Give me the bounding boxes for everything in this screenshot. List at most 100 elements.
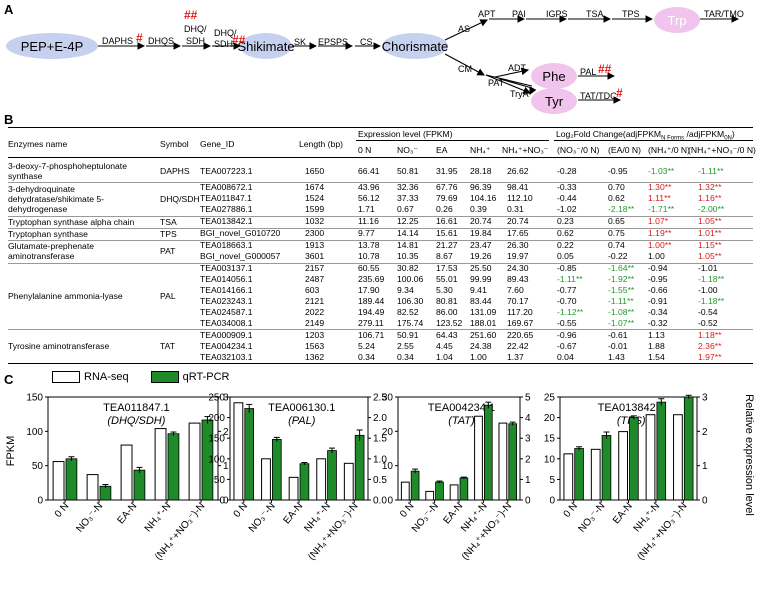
fold-change-value: -1.00 — [698, 285, 718, 296]
expression-value: 32.36 — [397, 182, 419, 193]
hdr-fold-b: /adjFPKM — [684, 129, 725, 139]
fold-change-value: -0.61 — [608, 329, 628, 340]
fold-change-value: -1.08** — [608, 306, 635, 317]
panel-c-label: C — [4, 372, 14, 387]
right-tick-label: 1 — [702, 461, 708, 472]
gene-length: 2300 — [305, 228, 325, 239]
expression-value: 188.01 — [470, 317, 497, 328]
enzyme-symbol: TSA — [160, 216, 177, 227]
expression-value: 1.37 — [507, 351, 524, 362]
hdr-c2: EA — [436, 145, 448, 155]
expression-value: 66.41 — [358, 165, 380, 176]
mark-tat: # — [616, 86, 623, 100]
y-axis-left-title: FPKM — [5, 436, 17, 467]
qrt-pcr-bar — [327, 450, 337, 501]
enzyme-name-line: dehydratase/shikimate 5- — [8, 193, 105, 204]
enzyme-dhq-sdh1-top: DHQ/ — [184, 24, 207, 34]
expression-value: 13.78 — [358, 240, 380, 251]
right-tick-label: 3 — [702, 393, 708, 404]
rna-seq-bar — [474, 415, 483, 501]
expression-value: 1.00 — [470, 351, 487, 362]
fold-change-value: -1.18** — [698, 296, 725, 306]
expression-value: 131.09 — [470, 306, 497, 317]
category-label: 0 N — [232, 501, 250, 520]
right-tick-label: 5 — [525, 393, 531, 404]
rna-seq-bar — [316, 458, 327, 501]
rna-seq-bar — [233, 402, 244, 501]
gene-id: TEA027886.1 — [200, 204, 253, 214]
enzyme-name-line: aminotransferase — [8, 251, 75, 262]
enzyme-cs: CS — [360, 37, 373, 47]
left-tick-label: 0 — [219, 496, 225, 507]
hdr-symbol: Symbol — [160, 139, 189, 149]
expression-value: 86.00 — [436, 306, 458, 317]
legend: RNA-seq qRT-PCR — [52, 371, 230, 383]
gene-length: 1203 — [305, 329, 325, 340]
hdr-fold-sub2: 0N — [724, 135, 732, 142]
expression-value: 22.42 — [507, 340, 529, 351]
node-trp: Trp — [654, 7, 700, 33]
enzyme-tps: TPS — [622, 9, 640, 19]
rna-seq-bar — [498, 422, 508, 501]
fold-change-value: -1.02 — [557, 204, 577, 214]
category-label: EA-N — [611, 501, 635, 526]
expression-value: 14.14 — [397, 228, 419, 239]
qrt-pcr-bar — [483, 404, 493, 501]
expression-value: 279.11 — [358, 317, 384, 328]
left-tick-label: 150 — [208, 434, 225, 445]
expression-value: 106.71 — [358, 329, 385, 340]
gene-length: 1599 — [305, 204, 325, 214]
expression-value: 7.60 — [507, 285, 524, 296]
right-tick-label: 1.0 — [373, 454, 387, 465]
enzyme-tat-tdc: TAT/TDC — [580, 91, 617, 101]
right-tick-label: 0.0 — [373, 496, 387, 507]
gene-length: 1524 — [305, 193, 325, 204]
expression-value: 25.50 — [470, 263, 492, 274]
mark-dhq-sdh1: ## — [184, 8, 198, 22]
expression-value: 220.65 — [507, 329, 534, 340]
qrt-pcr-bar — [99, 485, 112, 501]
fold-change-value: -0.54 — [698, 306, 718, 317]
enzyme-name-line: Glutamate-prephenate — [8, 241, 94, 252]
enzyme-adt: ADT — [508, 63, 526, 73]
hdr-c3: NH₄⁺ — [470, 145, 491, 155]
fold-change-value: 1.88 — [648, 340, 665, 351]
category-label: 0 N — [398, 501, 416, 520]
expression-value: 0.26 — [436, 204, 453, 214]
chart-title: TEA013842.1 — [598, 402, 665, 414]
expression-value: 19.97 — [507, 251, 529, 262]
enzyme-igps: IGPS — [546, 9, 568, 19]
expression-value: 96.39 — [470, 182, 492, 193]
qrt-pcr-bar — [601, 435, 612, 501]
qrt-pcr-bar — [656, 401, 667, 501]
enzyme-dhq-sdh2-bot: SDH — [214, 39, 234, 49]
rna-seq-bar — [154, 428, 167, 501]
fold-change-value: 1.32** — [698, 182, 722, 193]
fold-change-value: -0.95 — [648, 274, 668, 285]
qrt-pcr-bar — [629, 417, 639, 501]
rna-seq-bar — [563, 453, 574, 501]
fold-change-value: -1.11** — [608, 296, 634, 306]
node-tyr: Tyr — [531, 88, 577, 114]
enzyme-name-line: 3-deoxy-7-phosphoheptulonate — [8, 161, 127, 171]
fold-change-value: 0.75 — [608, 228, 625, 239]
expression-value: 17.65 — [507, 228, 529, 239]
fold-change-value: 0.23 — [557, 216, 574, 227]
hdr-c0: 0 N — [358, 145, 372, 155]
category-label: NO₃⁻-N — [247, 501, 278, 535]
group-separator — [8, 262, 753, 264]
fold-change-value: -0.85 — [557, 263, 577, 274]
expression-value: 19.26 — [470, 251, 492, 262]
hdr-length: Length (bp) — [299, 139, 343, 149]
fold-change-value: -1.03** — [648, 165, 675, 176]
pathway-arrows — [98, 15, 740, 104]
expression-value: 2.55 — [397, 340, 414, 351]
fold-change-value: -1.11** — [557, 274, 583, 285]
left-tick-label: 25 — [544, 393, 556, 404]
gene-length: 603 — [305, 285, 320, 296]
right-tick-label: 3 — [525, 434, 531, 445]
qrt-pcr-bar — [459, 477, 469, 501]
group-separator — [8, 329, 753, 331]
expression-value: 16.61 — [436, 216, 458, 227]
expression-value: 9.41 — [470, 285, 487, 296]
